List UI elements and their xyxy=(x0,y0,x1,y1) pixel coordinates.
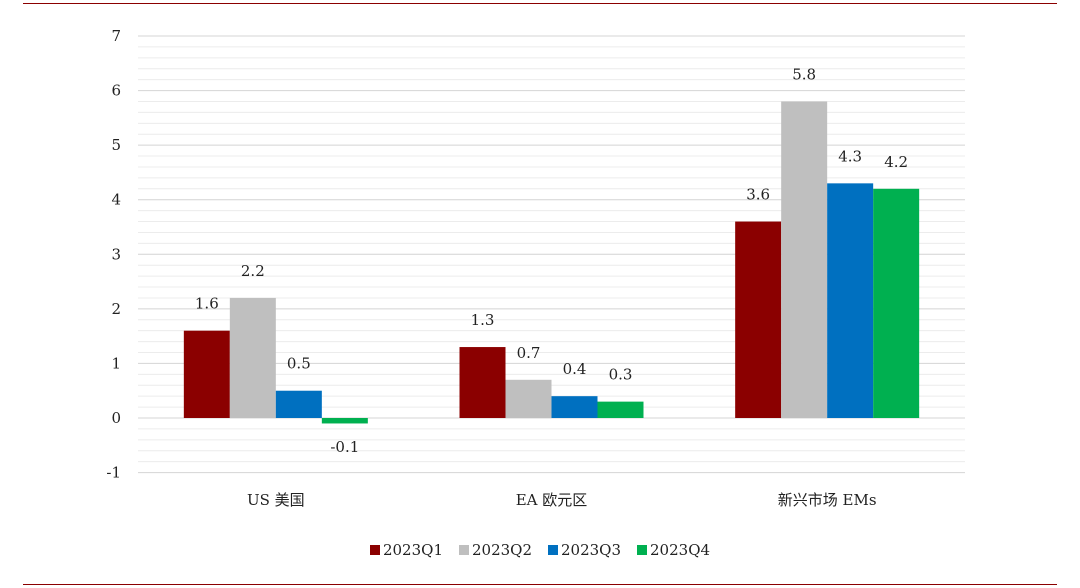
bar xyxy=(551,396,598,418)
y-tick-label: -1 xyxy=(106,464,121,482)
bar xyxy=(183,330,230,418)
data-label: 2.2 xyxy=(241,262,265,280)
bottom-rule xyxy=(23,584,1057,585)
y-tick-label: 0 xyxy=(111,409,121,427)
legend-label: 2023Q1 xyxy=(382,541,443,559)
y-tick-label: 6 xyxy=(111,82,121,100)
bar xyxy=(229,297,276,418)
bar xyxy=(597,401,644,418)
legend-label: 2023Q4 xyxy=(650,541,711,559)
legend-label: 2023Q2 xyxy=(471,541,532,559)
data-label: 3.6 xyxy=(746,186,770,204)
y-axis-ticks: -1 0 1 2 3 4 5 6 7 xyxy=(106,27,121,482)
legend-swatch xyxy=(369,545,380,555)
data-label: 1.6 xyxy=(195,295,219,313)
legend-swatch xyxy=(458,545,469,555)
bar xyxy=(321,418,368,424)
bar xyxy=(827,183,874,418)
data-label: 0.7 xyxy=(517,344,541,362)
bar xyxy=(505,379,552,418)
legend-item: 2023Q1 xyxy=(369,541,443,559)
data-label: -0.1 xyxy=(330,438,359,456)
bar xyxy=(459,347,506,418)
legend: 2023Q1 2023Q2 2023Q3 2023Q4 xyxy=(0,538,1080,562)
y-tick-label: 7 xyxy=(111,27,121,45)
data-label: 0.5 xyxy=(287,355,311,373)
data-label: 5.8 xyxy=(792,65,816,83)
data-label: 0.4 xyxy=(563,360,587,378)
bar xyxy=(781,101,828,418)
legend-swatch xyxy=(637,545,648,555)
top-rule xyxy=(23,3,1057,4)
y-tick-label: 3 xyxy=(111,245,121,263)
bar xyxy=(735,221,782,418)
legend-label: 2023Q3 xyxy=(561,541,622,559)
x-category-label: 新兴市场 EMs xyxy=(778,491,877,509)
data-label: 4.3 xyxy=(838,147,862,165)
legend-item: 2023Q2 xyxy=(458,541,532,559)
x-category-label: US 美国 xyxy=(247,491,305,509)
bars xyxy=(183,101,920,424)
y-tick-label: 4 xyxy=(111,191,121,209)
data-label: 4.2 xyxy=(884,153,908,171)
x-axis-categories: US 美国 EA 欧元区 新兴市场 EMs xyxy=(247,491,877,509)
data-label: 0.3 xyxy=(609,366,633,384)
y-tick-label: 1 xyxy=(111,354,121,372)
y-tick-label: 5 xyxy=(111,136,121,154)
legend-swatch xyxy=(548,545,558,555)
data-label: 1.3 xyxy=(471,311,495,329)
bar xyxy=(275,390,322,418)
legend-item: 2023Q3 xyxy=(548,541,621,559)
y-tick-label: 2 xyxy=(111,300,121,318)
data-labels: 1.6 2.2 0.5 -0.1 1.3 0.7 0.4 0.3 3.6 5.8 4.3 4.2 xyxy=(195,65,908,456)
x-category-label: EA 欧元区 xyxy=(516,491,588,509)
legend-item: 2023Q4 xyxy=(637,541,710,559)
bar xyxy=(873,188,920,418)
